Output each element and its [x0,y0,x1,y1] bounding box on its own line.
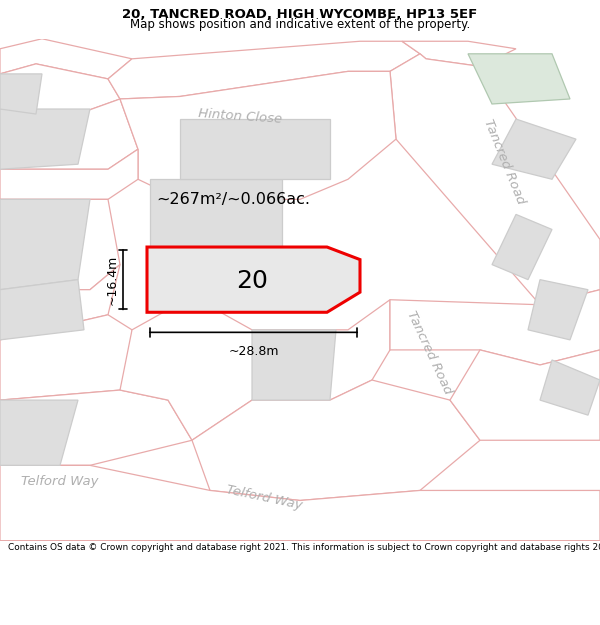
Text: ~267m²/~0.066ac.: ~267m²/~0.066ac. [156,192,310,207]
Text: 20: 20 [236,269,268,292]
Polygon shape [0,74,42,114]
Polygon shape [0,39,132,79]
Polygon shape [492,119,576,179]
Polygon shape [0,400,78,466]
Polygon shape [0,466,600,541]
Polygon shape [390,290,600,365]
Polygon shape [450,350,600,440]
Polygon shape [120,300,390,440]
Text: Tancred Road: Tancred Road [404,309,454,396]
Text: Hinton Close: Hinton Close [197,107,283,126]
Polygon shape [180,119,330,179]
Polygon shape [0,199,90,290]
Polygon shape [108,41,420,99]
Polygon shape [252,330,336,400]
Text: ~28.8m: ~28.8m [228,345,279,358]
Polygon shape [0,99,138,169]
Polygon shape [0,264,120,340]
Text: 20, TANCRED ROAD, HIGH WYCOMBE, HP13 5EF: 20, TANCRED ROAD, HIGH WYCOMBE, HP13 5EF [122,8,478,21]
Polygon shape [0,390,192,466]
Polygon shape [0,279,84,340]
Polygon shape [120,71,396,199]
Text: Telford Way: Telford Way [21,475,99,488]
Polygon shape [468,54,570,104]
Polygon shape [0,109,90,169]
Text: Telford Way: Telford Way [225,484,303,512]
Polygon shape [528,279,588,340]
Text: Contains OS data © Crown copyright and database right 2021. This information is : Contains OS data © Crown copyright and d… [8,543,600,552]
Polygon shape [0,149,138,199]
Polygon shape [492,214,552,279]
Polygon shape [540,360,600,415]
Polygon shape [390,54,600,305]
Polygon shape [0,64,120,114]
Text: ~16.4m: ~16.4m [105,254,118,305]
Polygon shape [0,315,132,400]
Polygon shape [192,380,480,501]
Text: Tancred Road: Tancred Road [481,118,527,206]
Polygon shape [147,247,360,312]
Polygon shape [150,179,282,249]
Text: Map shows position and indicative extent of the property.: Map shows position and indicative extent… [130,18,470,31]
Polygon shape [0,199,120,290]
Polygon shape [402,41,516,66]
